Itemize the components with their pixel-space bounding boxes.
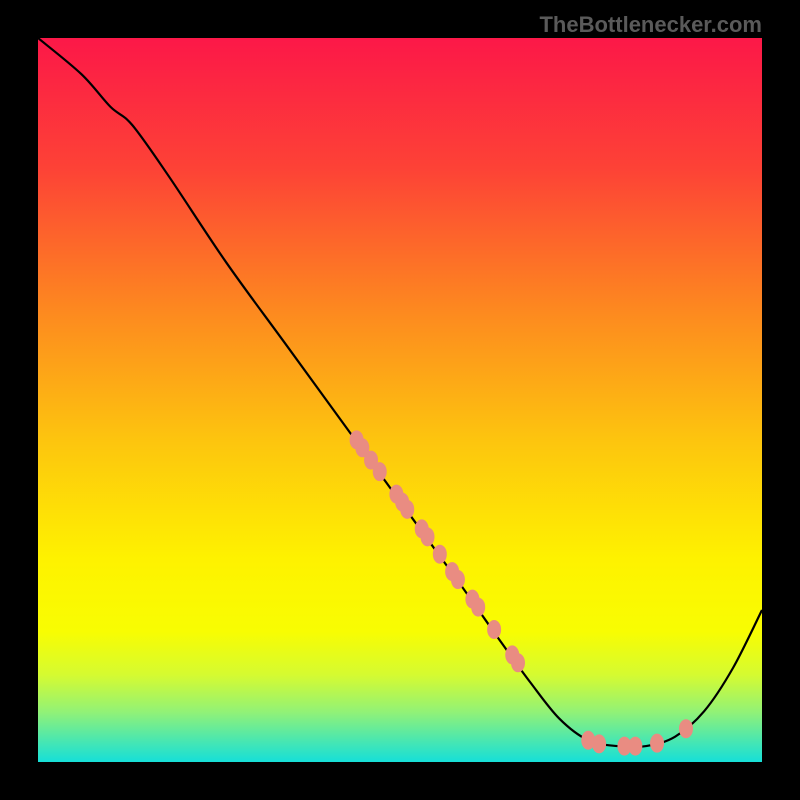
data-marker [373,463,386,481]
plot-area [38,38,762,762]
data-marker [451,571,464,589]
data-marker [512,654,525,672]
data-marker [421,528,434,546]
data-marker [488,621,501,639]
data-marker [679,720,692,738]
data-marker [472,598,485,616]
plot-svg [38,38,762,762]
data-marker [629,737,642,755]
watermark-text: TheBottlenecker.com [539,12,762,38]
chart-container: TheBottlenecker.com [0,0,800,800]
data-marker [433,545,446,563]
data-marker [401,500,414,518]
gradient-background [38,38,762,762]
data-marker [593,735,606,753]
data-marker [651,734,664,752]
